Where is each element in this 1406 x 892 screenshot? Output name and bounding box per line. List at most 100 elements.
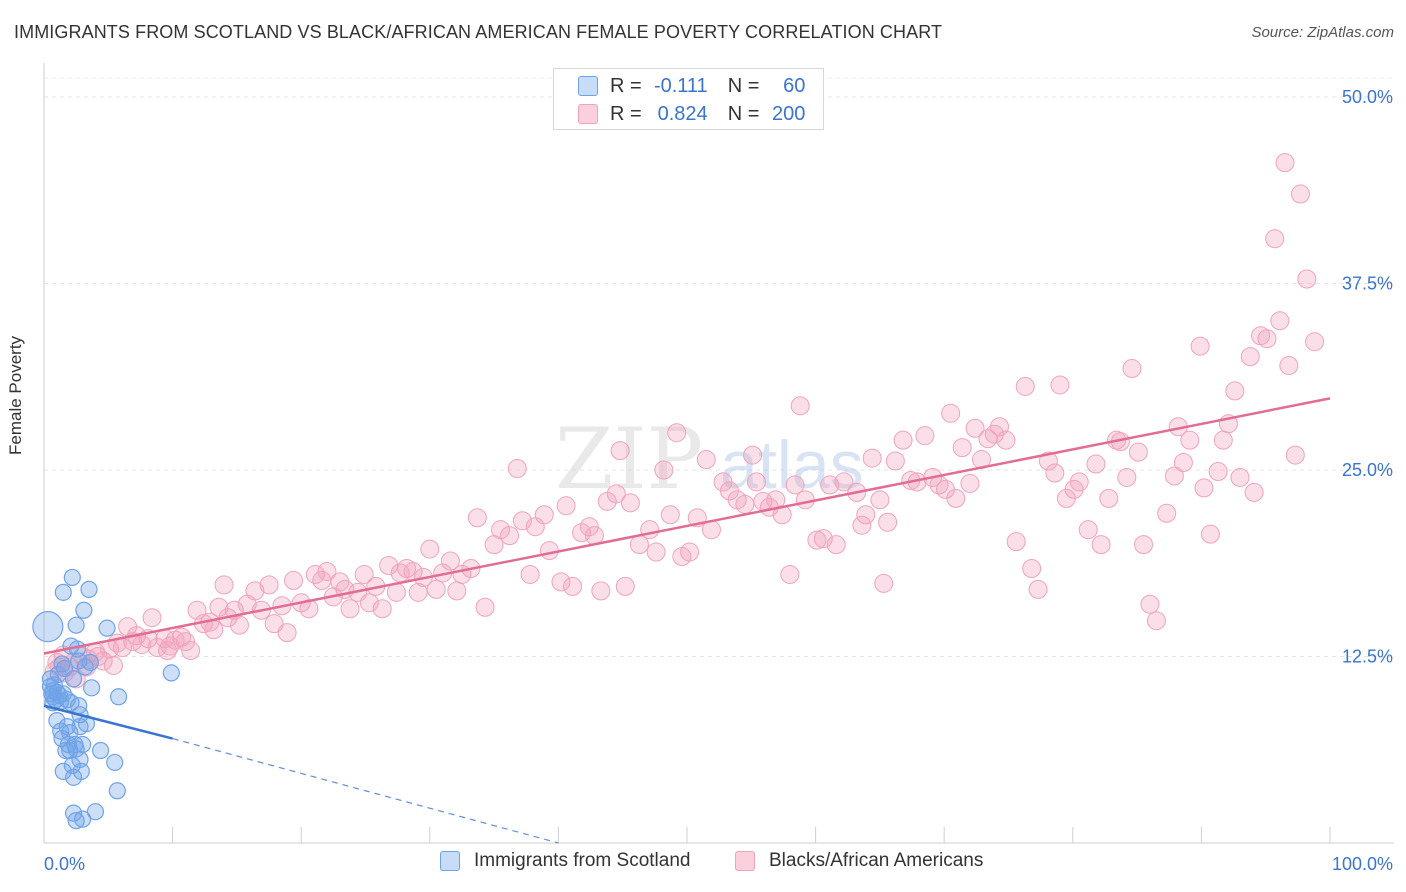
blue-trend-line [43, 704, 173, 740]
pink-point [952, 438, 972, 458]
y-tick-label: 50.0% [1342, 87, 1393, 107]
pink-point [885, 451, 905, 471]
x-tick-label-max: 100.0% [1332, 854, 1393, 874]
pink-point [440, 551, 460, 571]
legend-item-black: Blacks/African Americans [735, 850, 983, 872]
blue-point [73, 810, 92, 828]
pink-point [960, 473, 980, 493]
pink-point [214, 575, 234, 595]
pink-point [572, 523, 592, 543]
pink-point [1038, 451, 1058, 471]
pink-series-points [44, 153, 1325, 689]
pink-point [893, 430, 913, 450]
correlation-legend: R = -0.111 N = 60 R = 0.824 N = 200 [553, 68, 824, 130]
legend-label-black: Blacks/African Americans [769, 850, 984, 871]
pink-point [1086, 454, 1106, 474]
pink-point [610, 441, 630, 461]
r-value: -0.111 [653, 74, 708, 97]
pink-point [245, 581, 265, 601]
pink-point [103, 655, 123, 675]
x-tick-label-min: 0.0% [44, 854, 85, 874]
pink-point [795, 490, 815, 510]
pink-point [1180, 430, 1200, 450]
pink-point [354, 564, 374, 584]
pink-point [874, 573, 894, 593]
pink-point [735, 494, 755, 514]
blue-point [80, 580, 98, 598]
pink-point [277, 623, 297, 643]
pink-point [181, 641, 201, 661]
blue-swatch [578, 76, 598, 96]
pink-point [500, 526, 520, 546]
pink-point [820, 475, 840, 495]
pink-point [965, 418, 985, 438]
pink-point [551, 572, 571, 592]
pink-point [615, 576, 635, 596]
blue-point [73, 735, 92, 754]
legend-row-scotland: R = -0.111 N = 60 [578, 72, 805, 100]
pink-point [475, 597, 495, 617]
pink-point [780, 564, 800, 584]
r-value: 0.824 [657, 102, 708, 125]
pink-point [534, 505, 554, 525]
legend-row-black: R = 0.824 N = 200 [578, 100, 805, 128]
pink-point [946, 488, 966, 508]
y-tick-label: 12.5% [1342, 647, 1393, 667]
pink-point [563, 576, 583, 596]
blue-point [162, 664, 180, 682]
pink-point [1285, 445, 1305, 465]
blue-point [109, 688, 128, 706]
y-tick-label: 25.0% [1342, 460, 1393, 480]
pink-point [1270, 311, 1290, 331]
pink-point [204, 620, 224, 640]
pink-swatch [578, 104, 598, 124]
pink-point [785, 475, 805, 495]
pink-point [870, 490, 890, 510]
pink-point [654, 460, 674, 480]
pink-point [915, 426, 935, 446]
pink-point [1091, 535, 1111, 555]
blue-point [54, 685, 72, 703]
pink-point [1244, 482, 1264, 502]
pink-point [229, 615, 249, 635]
pink-point [1022, 558, 1042, 578]
pink-point [1213, 430, 1233, 450]
pink-point [743, 445, 763, 465]
tick-labels: 12.5% 25.0% 37.5% 50.0% 0.0% 100.0% [44, 87, 1393, 874]
blue-point [64, 670, 83, 688]
blue-point [63, 568, 81, 587]
pink-point [1290, 184, 1310, 204]
trend-lines [43, 397, 1331, 844]
pink-point [606, 484, 626, 504]
pink-point [1078, 520, 1098, 540]
pink-point [852, 515, 872, 535]
pink-point [772, 505, 792, 525]
pink-point [1028, 579, 1048, 599]
pink-point [1240, 347, 1260, 367]
pink-point [1275, 153, 1295, 173]
pink-point [556, 496, 576, 516]
pink-point [1069, 472, 1089, 492]
blue-point [86, 803, 105, 821]
pink-point [175, 632, 195, 652]
pink-point [1134, 535, 1154, 555]
pink-point [426, 579, 446, 599]
pink-point [1015, 376, 1035, 396]
pink-point [1230, 467, 1250, 487]
pink-point [1006, 532, 1026, 552]
pink-point [1157, 503, 1177, 523]
pink-point [640, 520, 660, 540]
pink-point [941, 403, 961, 423]
pink-point [1050, 375, 1070, 395]
blue-swatch [440, 851, 460, 871]
pink-point [996, 430, 1016, 450]
blue-point [72, 762, 90, 780]
pink-point [862, 448, 882, 468]
blue-point [81, 653, 99, 672]
pink-point [878, 512, 898, 532]
pink-point [1099, 488, 1119, 508]
pink-point [790, 396, 810, 416]
pink-point [620, 493, 640, 513]
pink-point [520, 564, 540, 584]
